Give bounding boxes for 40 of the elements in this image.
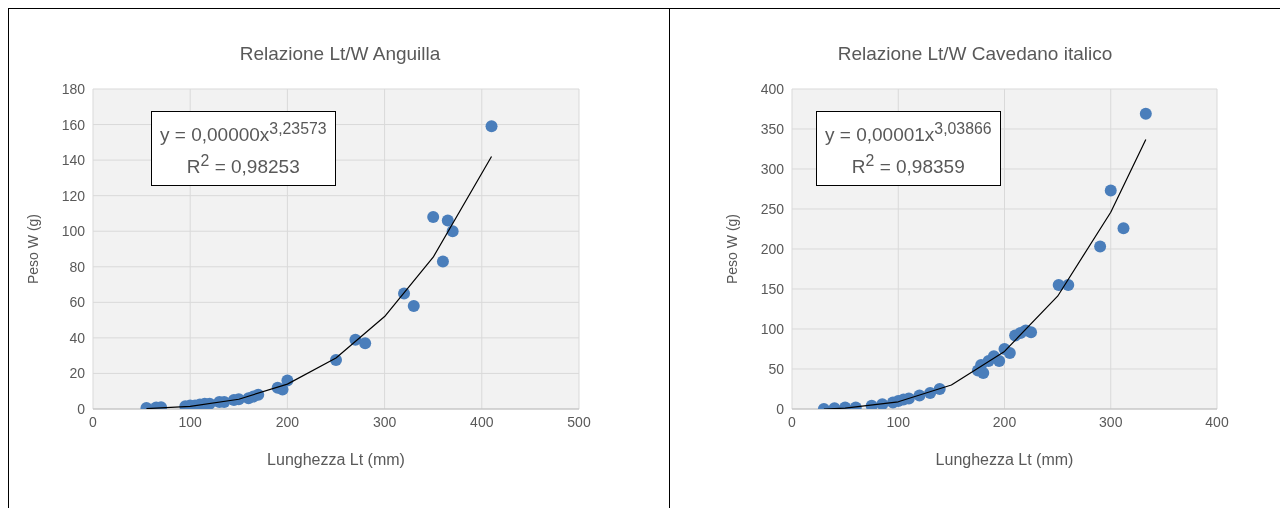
x-axis-title: Lunghezza Lt (mm) [935,451,1074,468]
y-tick-label: 140 [61,152,86,169]
y-tick-label: 300 [760,160,785,177]
y-tick-label: 200 [760,240,785,257]
x-tick-label: 400 [470,413,494,430]
annotation: y = 0,00001x$^{3,03866}$ [825,119,992,148]
y-tick-label: 150 [760,280,785,297]
x-tick-label: 0 [89,413,98,430]
x-tick-label: 300 [1099,413,1123,430]
y-tick-label: 0 [776,400,785,417]
y-tick-label: 120 [61,187,86,204]
x-tick-label: 400 [1205,413,1229,430]
y-tick-label: 160 [61,116,86,133]
y-tick-label: 50 [768,360,785,377]
y-axis-title: Peso W (g) [24,213,41,285]
x-tick-label: 100 [178,413,203,430]
x-tick-label: 200 [992,413,1017,430]
y-tick-label: 80 [69,258,86,275]
x-tick-label: 0 [788,413,797,430]
y-tick-label: 20 [69,365,86,382]
chart-title: Relazione Lt/W Cavedano italico [836,43,1114,65]
x-axis-title: Lunghezza Lt (mm) [267,451,405,468]
y-tick-label: 180 [61,80,86,97]
y-tick-label: 40 [69,329,86,346]
annotation: R$^{2}$ = 0,98359 [850,151,966,180]
x-tick-label: 200 [275,413,300,430]
y-tick-label: 250 [760,200,785,217]
chart-title: Relazione Lt/W Anguilla [238,43,442,65]
y-tick-label: 60 [69,294,86,311]
annotation: R$^{2}$ = 0,98253 [185,151,301,180]
x-tick-label: 300 [372,413,397,430]
y-tick-label: 0 [77,400,86,417]
y-tick-label: 400 [760,80,785,97]
annotation: y = 0,00000x$^{3,23573}$ [160,119,327,148]
y-tick-label: 350 [760,120,785,137]
y-tick-label: 100 [61,223,86,240]
y-axis-title: Peso W (g) [723,213,740,285]
x-tick-label: 500 [567,413,591,430]
x-tick-label: 100 [886,413,911,430]
y-tick-label: 100 [760,320,785,337]
